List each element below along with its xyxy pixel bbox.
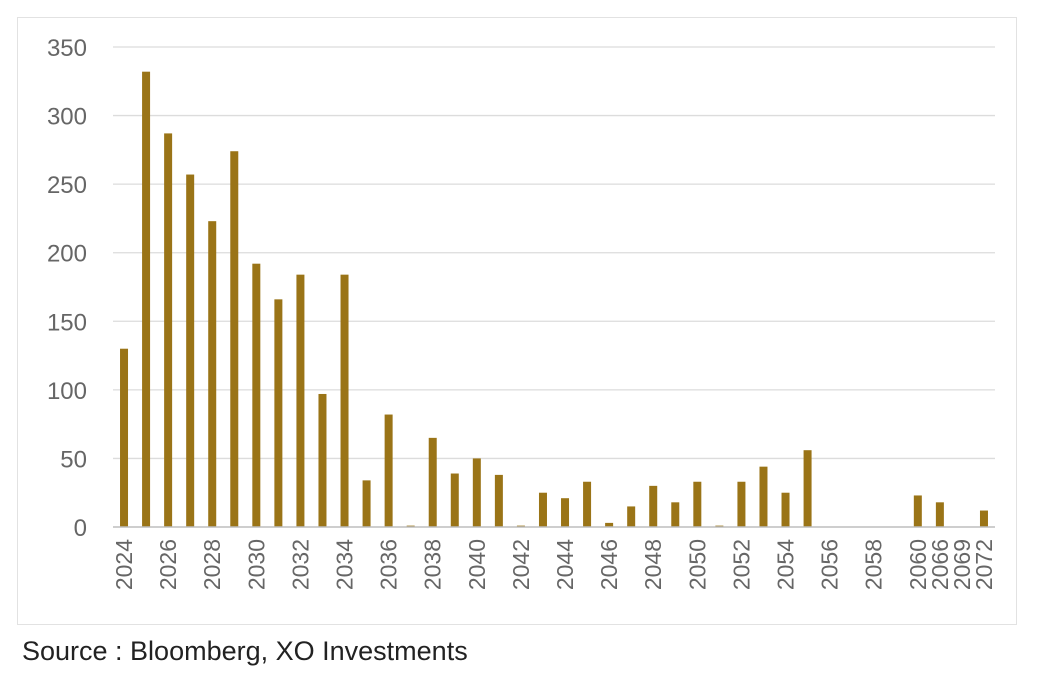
bar-2050 bbox=[693, 481, 702, 527]
bar-2035 bbox=[362, 480, 371, 527]
source-note: Source : Bloomberg, XO Investments bbox=[22, 636, 468, 666]
y-tick-label: 200 bbox=[47, 241, 87, 268]
bar-2046 bbox=[605, 522, 614, 527]
x-tick-label: 2024 bbox=[111, 539, 137, 590]
bar-2028 bbox=[208, 221, 217, 527]
x-tick-label: 2040 bbox=[464, 539, 490, 590]
bar-2038 bbox=[428, 437, 437, 527]
gridlines bbox=[113, 46, 995, 460]
bar-2054 bbox=[781, 492, 790, 527]
x-tick-label: 2066 bbox=[927, 539, 953, 590]
bar-2043 bbox=[538, 492, 547, 527]
x-tick-label: 2036 bbox=[376, 539, 402, 590]
y-axis-ticks: 0 50 100 150 200 250 300 350 bbox=[47, 35, 87, 542]
bar-2060 bbox=[913, 495, 922, 527]
bar-2041 bbox=[494, 474, 503, 527]
x-tick-label: 2060 bbox=[905, 539, 931, 590]
x-tick-label: 2034 bbox=[332, 539, 358, 590]
y-tick-label: 150 bbox=[47, 309, 87, 336]
x-tick-label: 2044 bbox=[552, 539, 578, 590]
x-tick-label: 2072 bbox=[971, 539, 997, 590]
x-tick-label: 2042 bbox=[508, 539, 534, 590]
bar-2024 bbox=[120, 348, 129, 527]
bar-2048 bbox=[649, 485, 658, 527]
x-tick-label: 2056 bbox=[817, 539, 843, 590]
bar-2055 bbox=[803, 450, 812, 527]
bar-2066 bbox=[935, 502, 944, 527]
x-tick-label: 2058 bbox=[861, 539, 887, 590]
bar-2031 bbox=[274, 299, 283, 527]
x-axis-ticks: 2024 2026 2028 2030 2032 2034 2036 2038 2040 2042… bbox=[111, 539, 997, 590]
bar-2025 bbox=[142, 71, 151, 527]
x-tick-label: 2032 bbox=[287, 539, 313, 590]
x-tick-label: 2050 bbox=[684, 539, 710, 590]
x-tick-label: 2028 bbox=[199, 539, 225, 590]
bar-2036 bbox=[384, 414, 393, 527]
x-tick-label: 2030 bbox=[243, 539, 269, 590]
bar-2049 bbox=[671, 502, 680, 527]
bar-2039 bbox=[450, 473, 459, 527]
bar-2047 bbox=[627, 506, 636, 527]
y-tick-label: 250 bbox=[47, 172, 87, 199]
y-tick-label: 50 bbox=[60, 446, 87, 473]
bar-2032 bbox=[296, 274, 305, 527]
y-tick-label: 100 bbox=[47, 378, 87, 405]
bar-2030 bbox=[252, 263, 261, 527]
x-tick-label: 2038 bbox=[420, 539, 446, 590]
bar-2072 bbox=[979, 510, 988, 527]
bar-2053 bbox=[759, 466, 768, 527]
y-tick-label: 0 bbox=[74, 515, 87, 542]
y-tick-label: 350 bbox=[47, 35, 87, 62]
bar-2029 bbox=[230, 151, 239, 527]
x-tick-label: 2026 bbox=[155, 539, 181, 590]
bar-2052 bbox=[737, 481, 746, 527]
x-tick-label: 2069 bbox=[949, 539, 975, 590]
bar-2027 bbox=[186, 174, 195, 528]
bars bbox=[120, 71, 988, 528]
y-tick-label: 300 bbox=[47, 104, 87, 131]
bar-2044 bbox=[561, 498, 570, 527]
bar-2033 bbox=[318, 393, 327, 527]
x-tick-label: 2046 bbox=[596, 539, 622, 590]
x-tick-label: 2052 bbox=[728, 539, 754, 590]
bar-2026 bbox=[164, 133, 173, 527]
bar-2045 bbox=[583, 481, 592, 527]
x-tick-label: 2054 bbox=[773, 539, 799, 590]
bar-2040 bbox=[472, 458, 481, 527]
bar-2034 bbox=[340, 274, 349, 527]
x-tick-label: 2048 bbox=[640, 539, 666, 590]
